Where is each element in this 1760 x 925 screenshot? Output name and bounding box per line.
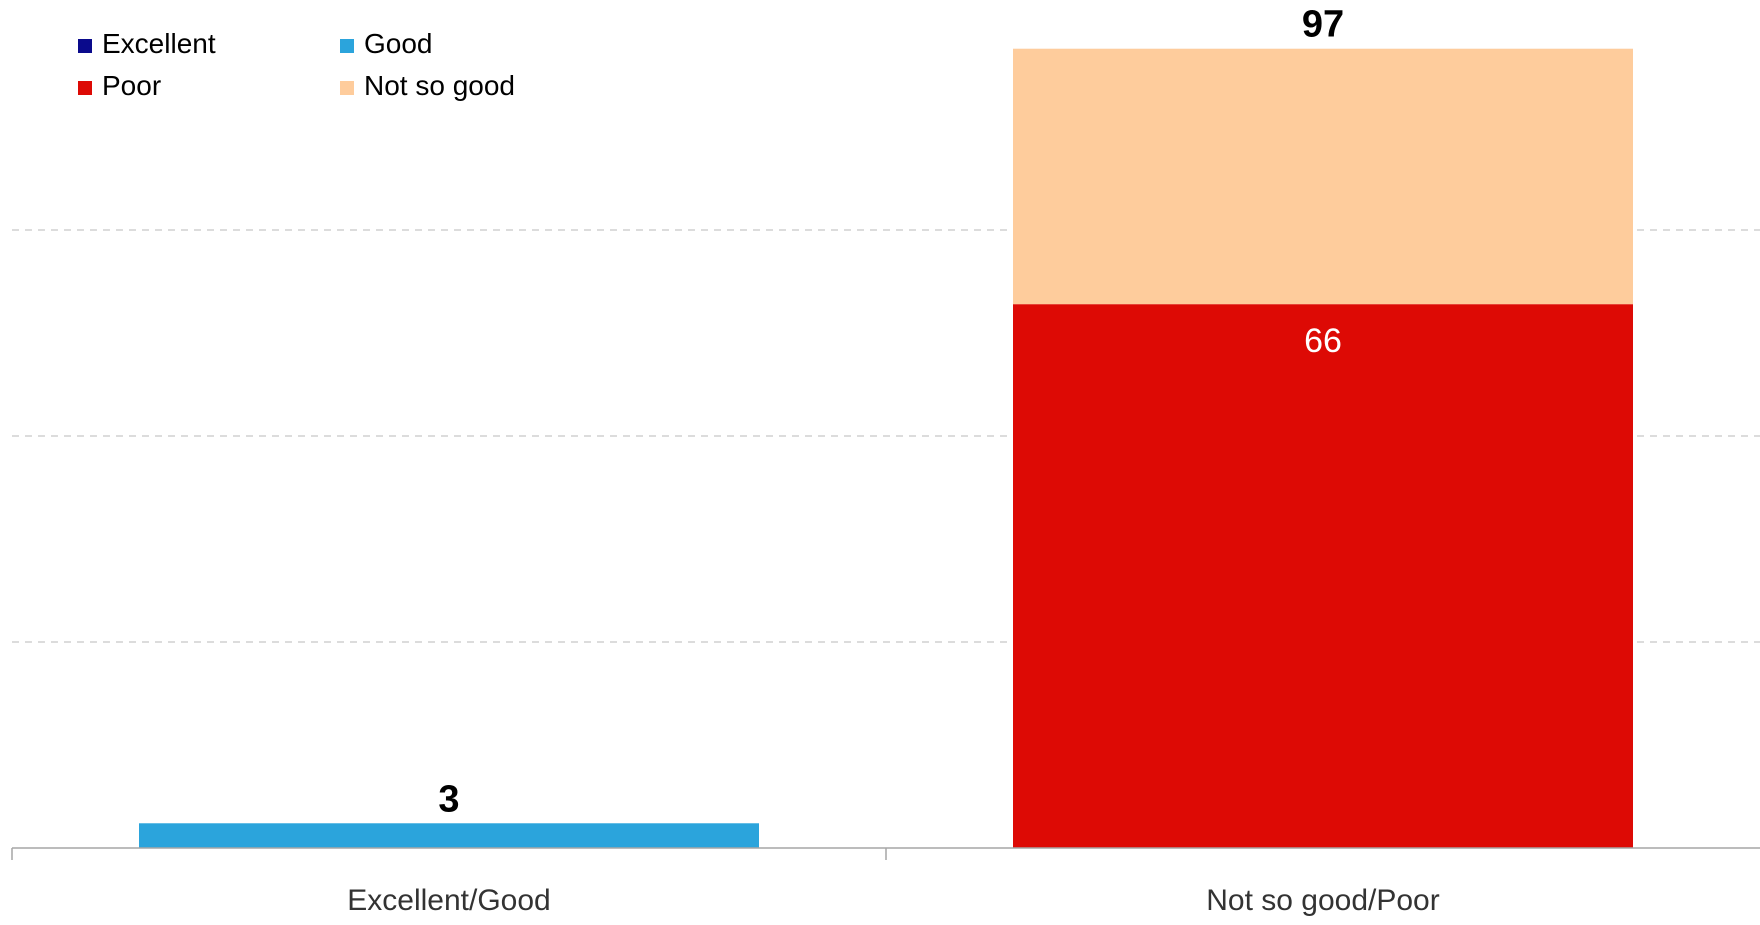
total-value-label: 3 (438, 778, 459, 820)
legend: Excellent Good Poor Not so good (78, 28, 515, 101)
legend-item: Not so good (340, 70, 515, 101)
x-tick-label: Not so good/Poor (1206, 884, 1439, 917)
legend-item: Poor (78, 70, 161, 101)
x-tick-label: Excellent/Good (347, 884, 550, 917)
segment-value-label: 66 (1304, 322, 1342, 360)
legend-swatch (340, 39, 354, 53)
data-labels: 3 66 97 (438, 4, 1344, 821)
bars (139, 48, 1633, 848)
x-axis: Excellent/Good Not so good/Poor (11, 847, 1760, 917)
legend-item: Excellent (78, 28, 216, 59)
legend-label: Excellent (102, 28, 216, 59)
legend-swatch (78, 81, 92, 95)
legend-label: Good (364, 28, 433, 59)
legend-swatch (78, 39, 92, 53)
legend-item: Good (340, 28, 433, 59)
legend-label: Poor (102, 70, 161, 101)
legend-swatch (340, 81, 354, 95)
bar-segment-good (139, 823, 759, 848)
bar-segment-not-so-good (1013, 48, 1633, 305)
legend-label: Not so good (364, 70, 515, 101)
total-value-label: 97 (1302, 4, 1344, 46)
bar-segment-poor (1013, 304, 1633, 848)
